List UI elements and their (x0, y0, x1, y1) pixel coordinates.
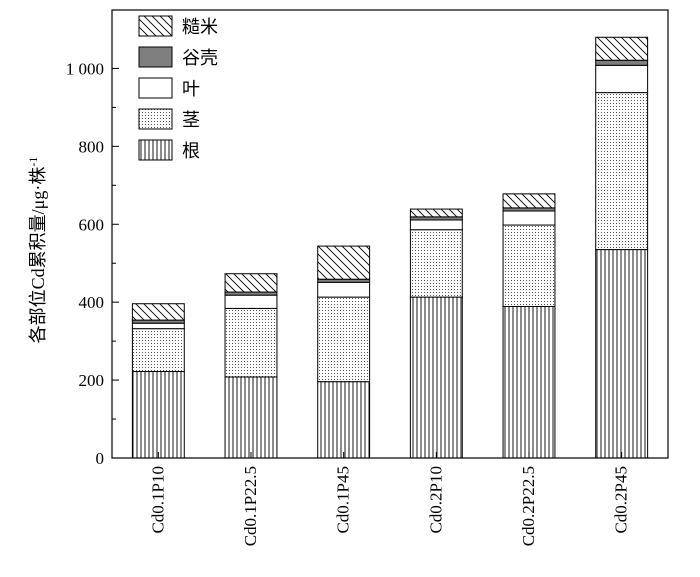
bar-segment-4-6 (595, 59, 649, 66)
bar-segment-1-5 (502, 305, 556, 459)
y-axis-label: 各部位Cd累积量/μg·株-1 (26, 157, 48, 344)
plot-frame (111, 9, 669, 459)
bar-segment-3-6 (595, 64, 649, 94)
bar-segment-3-2 (224, 294, 278, 309)
bar-segment-1-3 (317, 381, 371, 459)
x-tick-label: Cd0.2P45 (612, 466, 631, 534)
y-tick-label: 0 (96, 449, 105, 468)
bar-segment-5-2 (224, 273, 278, 293)
bar-segment-5-5 (502, 193, 556, 209)
y-axis-label-superscript: -1 (26, 157, 40, 167)
bar-segment-5-4 (409, 208, 463, 218)
legend-swatch (138, 77, 173, 99)
y-tick-label: 600 (79, 215, 105, 234)
bar-segment-2-2 (224, 307, 278, 378)
y-tick-label: 400 (79, 293, 105, 312)
bar-segment-1-2 (224, 376, 278, 459)
legend-swatch (138, 46, 173, 68)
legend-label: 谷壳 (182, 48, 218, 68)
legend-label: 糙米 (182, 17, 218, 37)
bar-segment-1-6 (595, 249, 649, 459)
legend-swatch (138, 139, 173, 161)
x-tick-label: Cd0.1P45 (334, 466, 353, 534)
bar-segment-3-4 (409, 219, 463, 231)
axes: 0 200 400 600 800 1 000 (66, 9, 669, 468)
bar-segment-5-6 (595, 36, 649, 61)
legend-label: 根 (182, 141, 200, 161)
legend-label: 茎 (182, 110, 200, 130)
legend-swatch (138, 15, 173, 37)
x-tick-label: Cd0.2P22.5 (519, 466, 538, 546)
bar-segment-2-5 (502, 224, 556, 307)
y-axis-label-main: 各部位Cd累积量/μg·株 (28, 167, 48, 344)
bar-segment-2-3 (317, 296, 371, 383)
y-tick-label: 200 (79, 371, 105, 390)
legend-label: 叶 (182, 79, 200, 99)
x-tick-label: Cd0.2P10 (426, 466, 445, 534)
bar-segment-2-1 (131, 328, 185, 373)
bar-segment-2-6 (595, 92, 649, 251)
bar-segment-5-3 (317, 245, 371, 280)
y-tick-label: 1 000 (66, 59, 104, 78)
bar-segment-1-1 (131, 371, 185, 459)
bar-segment-2-4 (409, 229, 463, 298)
legend-swatch (138, 108, 173, 130)
bar-segment-3-3 (317, 281, 371, 298)
plot-area: Cd0.1P10 Cd0.1P22.5 Cd0.1P45 Cd0.2P10 Cd0.2P… (131, 36, 649, 546)
y-tick-label: 800 (79, 137, 105, 156)
bar-segment-3-1 (131, 322, 185, 330)
x-tick-label: Cd0.1P22.5 (241, 466, 260, 546)
x-tick-label: Cd0.1P10 (148, 466, 167, 534)
bar-segment-1-4 (409, 296, 463, 459)
bar-segment-3-5 (502, 210, 556, 226)
bar-segment-5-1 (131, 303, 185, 321)
